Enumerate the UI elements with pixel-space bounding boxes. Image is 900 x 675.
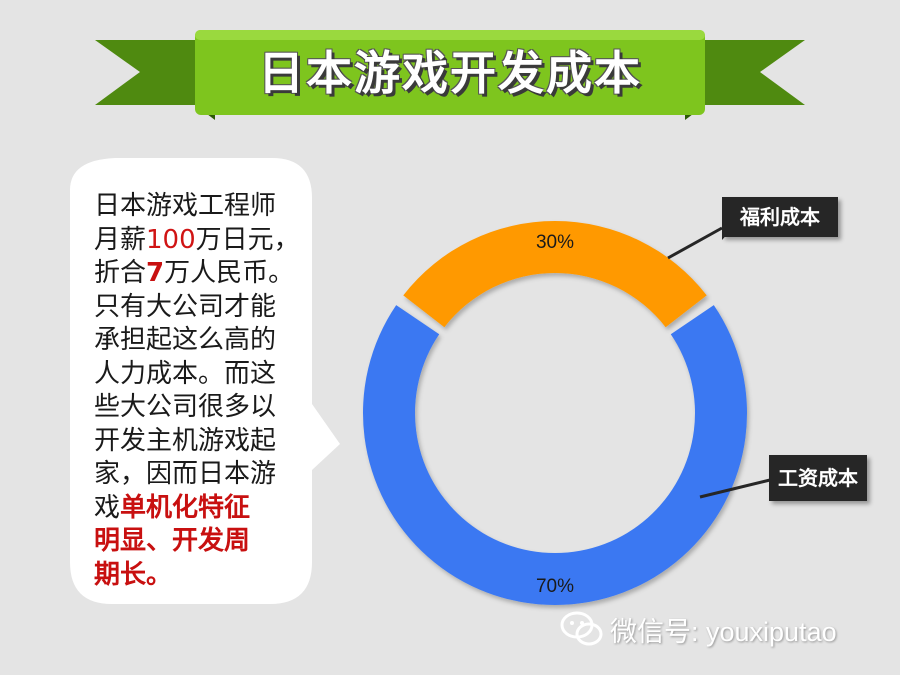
slice-percent-label: 70% <box>536 576 574 597</box>
speech-bubble-shape <box>70 158 340 604</box>
description-segment: 万人民币。 <box>164 258 295 288</box>
description-segment: 人力成本。而这 <box>94 358 277 389</box>
description-line: 些大公司很多以 <box>94 391 304 425</box>
banner-ribbon <box>195 30 705 115</box>
description-segment: 些大公司很多以 <box>94 392 277 422</box>
description-line: 明显、开发周 <box>94 525 304 559</box>
description-line: 家，因而日本游 <box>94 458 304 492</box>
description-line: 人力成本。而这 <box>94 358 304 392</box>
description-segment: 万日元， <box>195 224 300 255</box>
page-title: 日本游戏开发成本 <box>258 46 642 100</box>
description-text: 日本游戏工程师 月薪100万日元， 折合7万人民币。 只有大公司才能 承担起这么高的 人力… <box>94 190 304 592</box>
highlighted-segment: 期长。 <box>94 559 173 590</box>
description-segment: 开发主机游戏起 <box>94 425 277 456</box>
donut-slice-salary <box>362 305 747 605</box>
description-segment: 只有大公司才能 <box>94 291 277 322</box>
legend-salary-cost: 工资成本 <box>769 455 867 501</box>
description-line: 日本游戏工程师 <box>94 190 304 224</box>
description-segment: 日本游戏工程师 <box>94 191 277 221</box>
description-line: 承担起这么高的 <box>94 324 304 358</box>
description-segment: 月薪 <box>94 224 147 255</box>
description-line: 折合7万人民币。 <box>94 257 304 291</box>
callout-pointer-welfare <box>667 226 723 260</box>
description-segment: 家，因而日本游 <box>94 459 277 489</box>
slice-percent-label: 30% <box>536 232 574 253</box>
description-line: 开发主机游戏起 <box>94 425 304 459</box>
banner-left-tail <box>95 40 210 105</box>
highlighted-segment: 100 <box>146 224 196 255</box>
highlighted-segment: 明显、开发周 <box>94 526 251 556</box>
legend-welfare-cost: 福利成本 <box>722 197 838 237</box>
description-segment: 承担起这么高的 <box>94 325 277 355</box>
wechat-watermark: 微信号: youxiputao <box>560 606 880 652</box>
callout-pointer-salary <box>699 478 771 499</box>
highlighted-segment: 单机化特征 <box>120 492 251 523</box>
donut-slice-welfare <box>403 220 707 328</box>
speech-bubble <box>70 158 340 604</box>
banner-right-tail <box>690 40 805 105</box>
wechat-icon <box>560 611 603 646</box>
description-line: 月薪100万日元， <box>94 224 304 258</box>
description-line: 只有大公司才能 <box>94 291 304 325</box>
description-line: 期长。 <box>94 559 304 593</box>
title-banner <box>95 30 805 120</box>
description-segment: 折合 <box>94 258 147 288</box>
description-line: 戏单机化特征 <box>94 492 304 526</box>
watermark-text: 微信号: youxiputao <box>610 616 837 647</box>
description-segment: 戏 <box>94 492 121 523</box>
highlighted-segment: 7 <box>146 258 165 288</box>
